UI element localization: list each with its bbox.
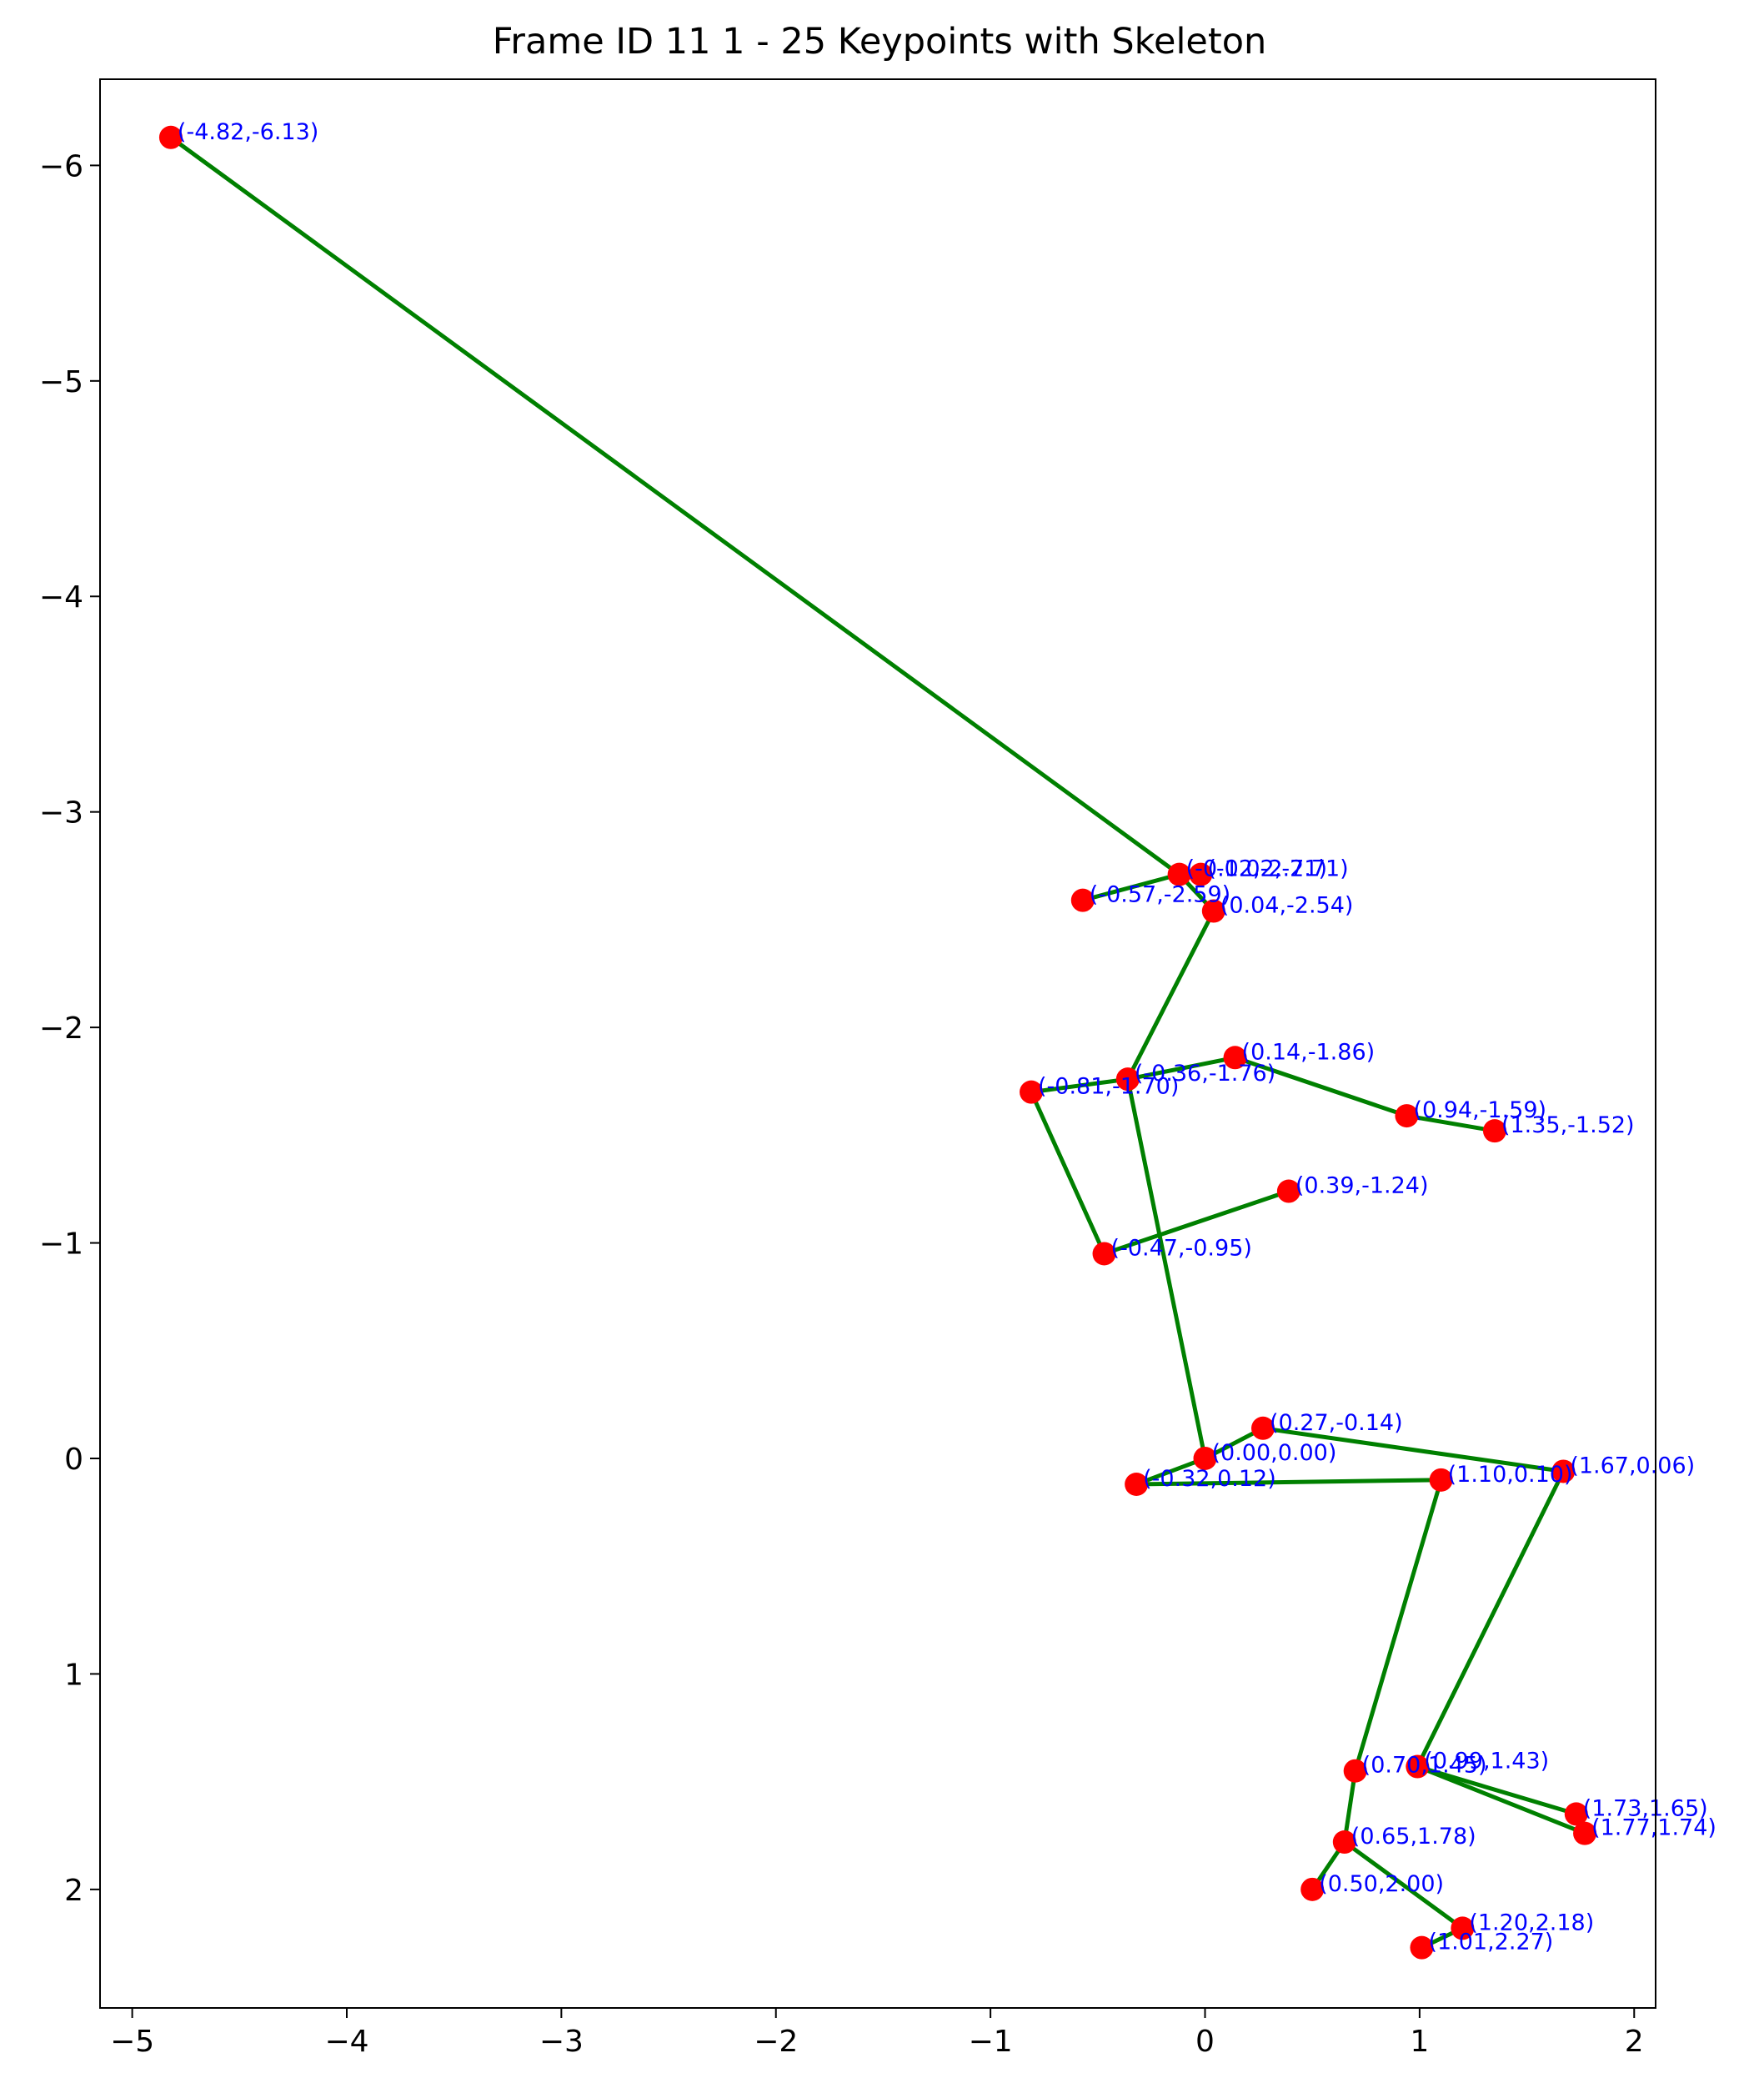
keypoint-label: (0.70,1.45) (1362, 1753, 1487, 1779)
y-tick-label: −6 (39, 149, 83, 183)
keypoint-label: (0.00,0.00) (1212, 1440, 1337, 1466)
y-tick-label: −4 (39, 580, 83, 615)
x-tick-label: 2 (1625, 2025, 1644, 2059)
x-axis: −5 −4 −3 −2 −1 0 1 2 (110, 2008, 1644, 2059)
keypoint-label: (1.20,2.18) (1469, 1910, 1594, 1935)
keypoint-marker (1451, 1916, 1475, 1940)
keypoint-marker (1564, 1802, 1588, 1826)
keypoint-label: (1.35,-1.52) (1501, 1112, 1635, 1138)
y-tick-label: 0 (64, 1443, 83, 1477)
skeleton-bone (1134, 1478, 1444, 1487)
keypoint-label: (0.94,-1.59) (1413, 1097, 1546, 1123)
keypoint-marker (1551, 1459, 1576, 1483)
keypoint-marker (1250, 1416, 1275, 1440)
skeleton-bone (1101, 1188, 1292, 1257)
keypoint-marker (1300, 1877, 1325, 1901)
keypoint-marker (1406, 1754, 1430, 1779)
keypoint-marker (1070, 888, 1095, 912)
keypoint-label: (-0.12,-2.71) (1186, 856, 1327, 882)
x-tick-label: 0 (1195, 2025, 1215, 2059)
y-tick-label: −1 (39, 1227, 83, 1262)
keypoint-label: (1.01,2.27) (1428, 1930, 1553, 1955)
keypoint-label: (0.27,-0.14) (1270, 1410, 1403, 1436)
skeleton-bone (1414, 1468, 1566, 1769)
y-tick-label: −5 (39, 365, 83, 399)
skeleton-bone (1133, 1455, 1208, 1488)
x-tick-label: −5 (110, 2025, 154, 2059)
x-tick-label: −2 (754, 2025, 798, 2059)
keypoint-label: (-0.47,-0.95) (1111, 1235, 1252, 1261)
skeleton-bone (1352, 1477, 1444, 1774)
keypoint-marker (1573, 1821, 1597, 1845)
keypoint-marker (1395, 1104, 1419, 1128)
keypoint-marker (1429, 1468, 1453, 1492)
skeleton-bone (1232, 1055, 1410, 1119)
skeleton-bone (1125, 1077, 1208, 1461)
keypoint-marker (1410, 1935, 1434, 1960)
skeleton-bone (168, 134, 1183, 878)
y-axis: −6 −5 −4 −3 −2 −1 0 1 2 (39, 149, 100, 1908)
keypoint-label: (0.14,-1.86) (1242, 1039, 1376, 1065)
keypoint-marker (1167, 862, 1191, 886)
keypoint-label: (-0.57,-2.59) (1090, 882, 1230, 908)
keypoint-marker (1020, 1080, 1044, 1104)
y-tick-label: −2 (39, 1011, 83, 1046)
keypoint-label: (-0.81,-1.70) (1038, 1074, 1179, 1100)
keypoint-marker (1482, 1119, 1506, 1143)
keypoint-marker (1223, 1046, 1247, 1070)
skeleton-bone (1341, 1768, 1358, 1845)
skeleton-bone (1260, 1425, 1566, 1474)
x-tick-label: −3 (539, 2025, 584, 2059)
keypoint-label: (1.67,0.06) (1570, 1453, 1695, 1478)
keypoint-label: (0.65,1.78) (1351, 1824, 1476, 1850)
y-tick-label: −3 (39, 796, 83, 831)
keypoint-label: (0.39,-1.24) (1295, 1173, 1429, 1199)
skeleton-bone (1125, 908, 1217, 1082)
skeleton-bone (1080, 871, 1182, 903)
y-tick-label: 2 (64, 1874, 83, 1908)
keypoint-label: (0.50,2.00) (1319, 1871, 1444, 1897)
skeleton-bone (1404, 1113, 1497, 1134)
keypoints-layer (158, 125, 1597, 1960)
keypoint-marker (1193, 1446, 1217, 1470)
chart-title: Frame ID 11 1 - 25 Keypoints with Skelet… (493, 21, 1267, 63)
keypoint-marker (1092, 1242, 1116, 1266)
keypoint-label: (1.73,1.65) (1583, 1795, 1708, 1821)
skeleton-bone (1341, 1839, 1466, 1931)
keypoint-marker (1125, 1473, 1149, 1497)
keypoint-label: (-0.02,-2.71) (1207, 856, 1348, 882)
skeleton-bone (1415, 1764, 1588, 1836)
keypoint-label: (-4.82,-6.13) (178, 119, 318, 145)
y-tick-label: 1 (64, 1658, 83, 1692)
point-labels-layer: (-4.82,-6.13)(-0.12,-2.71)(-0.02,-2.71)(… (178, 119, 1716, 1955)
keypoint-marker (1332, 1830, 1356, 1855)
skeleton-bone (1125, 1055, 1238, 1082)
keypoint-label: (0.04,-2.54) (1220, 893, 1354, 919)
x-tick-label: −1 (969, 2025, 1013, 2059)
keypoint-label: (0.99,1.43) (1424, 1749, 1549, 1774)
keypoint-label: (1.10,0.10) (1448, 1462, 1573, 1488)
keypoint-marker (1201, 899, 1225, 923)
keypoint-label: (-0.32,0.12) (1143, 1466, 1276, 1492)
skeleton-bone (1029, 1077, 1130, 1095)
axes-frame (99, 78, 1656, 2009)
keypoint-marker (1189, 862, 1213, 886)
keypoint-label: (1.77,1.74) (1591, 1815, 1716, 1841)
skeleton-bone (1415, 1764, 1579, 1817)
x-tick-label: 1 (1410, 2025, 1429, 2059)
x-tick-label: −4 (324, 2025, 368, 2059)
skeleton-bone (1028, 1089, 1107, 1257)
keypoint-marker (1276, 1179, 1300, 1203)
keypoint-marker (158, 125, 183, 149)
keypoint-label: (-0.36,-1.76) (1135, 1061, 1275, 1087)
keypoint-marker (1115, 1067, 1140, 1092)
keypoint-marker (1343, 1759, 1367, 1783)
